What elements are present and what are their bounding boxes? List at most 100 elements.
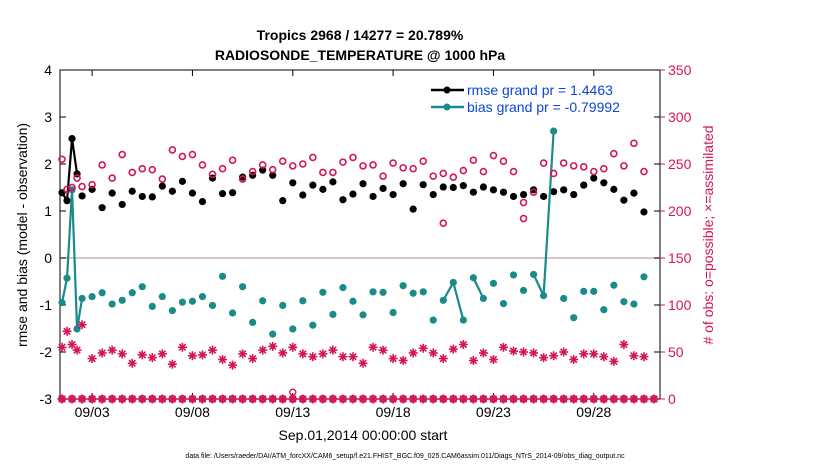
obs-possible-point (288, 162, 297, 170)
obs-assimilated-point (519, 347, 529, 357)
bias-point (620, 298, 628, 306)
obs-assimilated-point (589, 349, 599, 359)
obs-assimilated-point (539, 353, 549, 363)
obs-possible-point (68, 183, 76, 192)
obs-assimilated-point-stroke (640, 352, 648, 361)
obs-zero-circle (178, 395, 187, 403)
rmse-point (239, 173, 247, 181)
obs-assimilated-point-stroke (299, 350, 307, 358)
obs-possible-point (519, 198, 528, 207)
rmse-point (228, 189, 237, 197)
data-file-footer: data file: /Users/raeder/DAI/ATM_forcXX/… (185, 453, 625, 460)
rmse-point (419, 181, 427, 189)
obs-assimilated-point (147, 353, 157, 363)
obs-possible-point (268, 165, 277, 174)
bias-point (218, 272, 227, 280)
obs-assimilated-point-stroke (489, 355, 498, 364)
obs-zero-circle (459, 395, 468, 403)
obs-assimilated-point-stroke (228, 361, 237, 369)
bias-point (550, 127, 558, 135)
bias-point (188, 297, 197, 305)
bias-point (409, 289, 417, 297)
x-tick-label: 09/03 (75, 404, 110, 420)
obs-zero-circle (609, 395, 618, 403)
right-tick-label: 150 (668, 250, 692, 266)
obs-assimilated-point (258, 345, 268, 355)
obs-assimilated-point-stroke (409, 349, 417, 357)
obs-possible-point (559, 159, 568, 167)
obs-assimilated-point-stroke (329, 346, 337, 354)
obs-assimilated-point (619, 339, 629, 349)
obs-possible-point (600, 164, 608, 173)
obs-assimilated-point (318, 349, 328, 359)
bias-point (98, 289, 106, 297)
rmse-point (158, 182, 166, 190)
obs-assimilated-point-stroke (429, 349, 437, 357)
obs-assimilated-point (338, 352, 348, 362)
rmse-point (439, 183, 447, 191)
bias-point (479, 294, 488, 303)
bias-point (128, 289, 136, 297)
obs-assimilated-point-stroke (98, 349, 106, 357)
obs-assimilated-point (529, 348, 539, 358)
bias-point (590, 287, 598, 295)
rmse-point (630, 189, 638, 197)
bias-point (610, 281, 618, 289)
x-tick-label: 09/08 (175, 404, 210, 420)
bias-point (158, 292, 166, 301)
obs-zero-circle (138, 395, 147, 403)
rmse-point (600, 179, 608, 187)
obs-zero-circle (409, 395, 418, 403)
bias-point (118, 296, 126, 304)
left-tick-label: 0 (44, 250, 52, 266)
obs-possible-point (449, 173, 458, 181)
series-layer (57, 127, 659, 404)
obs-assimilated-point-stroke (78, 320, 86, 329)
rmse-point (359, 180, 367, 188)
bias-point (560, 294, 568, 303)
bias-point (640, 273, 648, 281)
rmse-point (178, 177, 187, 185)
plot-frame (59, 69, 661, 400)
obs-assimilated-point-stroke (218, 355, 227, 364)
obs-zero-circle (479, 395, 488, 403)
rmse-point (389, 190, 397, 199)
obs-possible-point (258, 161, 267, 169)
obs-zero-circle (389, 395, 398, 403)
obs-zero-circle (78, 395, 87, 403)
bias-point (88, 292, 96, 301)
obs-assimilated-point-stroke (178, 343, 187, 352)
obs-possible-point (369, 161, 377, 169)
obs-assimilated-point-stroke (569, 355, 578, 364)
right-axis-label: # of obs: o=possible; ×=assimilated (700, 125, 716, 344)
rmse-point (620, 196, 628, 204)
obs-assimilated-point-stroke (248, 354, 257, 363)
obs-assimilated-point-stroke (479, 349, 488, 357)
bias-point (429, 316, 437, 324)
obs-zero-extra-circle (289, 388, 297, 396)
obs-zero-circle (208, 395, 217, 403)
obs-possible-point (58, 155, 66, 164)
obs-zero-circle (559, 395, 568, 403)
obs-possible-point (148, 165, 157, 174)
obs-zero-circle (579, 395, 588, 403)
right-tick-label: 100 (668, 297, 692, 313)
bias-point (580, 287, 588, 295)
rmse-point (269, 171, 277, 179)
obs-possible-point (88, 180, 96, 189)
obs-zero-circle (449, 395, 458, 403)
bias-point (469, 274, 477, 282)
bias-point (108, 300, 116, 308)
bias-point (168, 307, 176, 315)
obs-zero-circle (168, 395, 177, 403)
obs-zero-circle (589, 395, 598, 403)
rmse-point (369, 192, 377, 201)
obs-assimilated-point-stroke (339, 352, 347, 361)
bias-point (519, 286, 528, 295)
obs-assimilated-point (569, 355, 579, 365)
obs-possible-point (349, 153, 357, 162)
obs-assimilated-point-stroke (610, 357, 618, 366)
bias-point (289, 325, 297, 333)
obs-assimilated-point-stroke (549, 352, 558, 360)
obs-possible-point (329, 168, 337, 177)
